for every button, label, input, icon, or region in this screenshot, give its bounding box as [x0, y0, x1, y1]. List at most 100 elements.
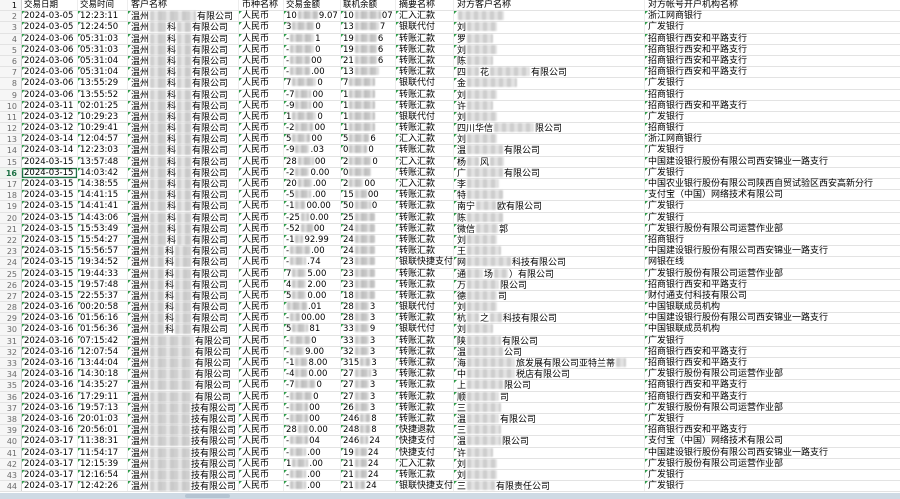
summary-cell[interactable]: 转账汇款	[396, 402, 454, 413]
counterparty-bank-cell[interactable]: 中国建设银行股份有限公司西安锦业一路支行	[645, 156, 900, 167]
customer-name-cell[interactable]: 温州科有限公司	[128, 33, 239, 45]
counterparty-cell[interactable]: 金	[454, 78, 645, 89]
date-cell[interactable]: 2024-03-17	[22, 447, 78, 458]
summary-cell[interactable]: 转账汇款	[396, 335, 454, 346]
customer-name-cell[interactable]: 温州科有限公司	[128, 223, 239, 235]
row-header[interactable]: 31	[0, 335, 22, 346]
date-cell[interactable]: 2024-03-17	[22, 481, 78, 492]
time-cell[interactable]: 00:20:58	[78, 302, 128, 313]
row-header[interactable]: 16	[0, 167, 22, 178]
amount-cell[interactable]: -0	[284, 335, 341, 346]
date-cell[interactable]: 2024-03-16	[22, 324, 78, 335]
row-header[interactable]: 5	[0, 44, 22, 55]
balance-cell[interactable]: 248 8	[341, 425, 396, 436]
customer-name-cell[interactable]: 温州科有限公司	[128, 167, 239, 179]
balance-cell[interactable]: 1	[341, 89, 396, 100]
currency-cell[interactable]: 人民币	[239, 156, 284, 167]
currency-cell[interactable]: 人民币	[239, 302, 284, 313]
currency-cell[interactable]: 人民币	[239, 313, 284, 324]
customer-name-cell[interactable]: 温州科有限公司	[128, 257, 239, 268]
counterparty-bank-cell[interactable]: 广发银行	[645, 201, 900, 211]
counterparty-bank-cell[interactable]: 招商银行西安和平路支行	[645, 55, 900, 66]
currency-cell[interactable]: 人民币	[239, 268, 284, 279]
currency-cell[interactable]: 人民币	[239, 89, 284, 100]
summary-cell[interactable]: 银联代付	[396, 22, 454, 33]
counterparty-bank-cell[interactable]: 浙江网商银行	[645, 11, 900, 21]
header-cell[interactable]: 联机余额	[341, 0, 396, 11]
currency-cell[interactable]: 人民币	[239, 78, 284, 89]
amount-cell[interactable]: 7 5.00	[284, 268, 341, 279]
customer-name-cell[interactable]: 温州科有限公司	[128, 123, 239, 134]
counterparty-cell[interactable]: 刘	[454, 302, 645, 313]
balance-cell[interactable]: 10 07	[341, 11, 396, 22]
row-header[interactable]: 19	[0, 201, 22, 212]
time-cell[interactable]: 14:43:06	[78, 212, 128, 223]
header-cell[interactable]: 交易日期	[22, 0, 78, 11]
counterparty-bank-cell[interactable]: 广发银行	[645, 78, 900, 88]
summary-cell[interactable]: 汇入汇款	[396, 458, 454, 469]
counterparty-bank-cell[interactable]: 广发银行	[645, 212, 900, 223]
date-cell[interactable]: 2024-03-15	[22, 179, 78, 190]
row-header[interactable]: 26	[0, 279, 22, 290]
row-header[interactable]: 41	[0, 447, 22, 458]
amount-cell[interactable]: -1	[284, 33, 341, 44]
time-cell[interactable]: 15:56:57	[78, 246, 128, 257]
balance-cell[interactable]: 315 3	[341, 358, 396, 369]
summary-cell[interactable]: 快捷支付	[396, 436, 454, 447]
currency-cell[interactable]: 人民币	[239, 100, 284, 111]
amount-cell[interactable]: 5 81	[284, 324, 341, 335]
date-cell[interactable]: 2024-03-06	[22, 44, 78, 55]
currency-cell[interactable]: 人民币	[239, 234, 284, 246]
customer-name-cell[interactable]: 温州科有限公司	[128, 100, 239, 112]
customer-name-cell[interactable]: 温州 技有限公司	[128, 481, 239, 492]
amount-cell[interactable]: -25 0.00	[284, 212, 341, 223]
currency-cell[interactable]: 人民币	[239, 212, 284, 223]
currency-cell[interactable]: 人民币	[239, 145, 284, 156]
summary-cell[interactable]: 转账汇款	[396, 268, 454, 279]
amount-cell[interactable]: -7 00	[284, 89, 341, 100]
time-cell[interactable]: 10:29:41	[78, 123, 128, 134]
balance-cell[interactable]: 246 24	[341, 436, 396, 447]
balance-cell[interactable]: 26 3	[341, 402, 396, 413]
customer-name-cell[interactable]: 温州科有限公司	[128, 234, 239, 246]
date-cell[interactable]: 2024-03-15	[22, 190, 78, 201]
row-header[interactable]: 8	[0, 78, 22, 89]
currency-cell[interactable]: 人民币	[239, 111, 284, 123]
row-header[interactable]: 12	[0, 123, 22, 134]
balance-cell[interactable]: 0	[341, 167, 396, 178]
date-cell[interactable]: 2024-03-05	[22, 11, 78, 22]
customer-name-cell[interactable]: 温州 有限公司	[128, 380, 239, 391]
header-cell[interactable]: 对方客户名称	[454, 0, 645, 11]
customer-name-cell[interactable]: 温州 有限公司	[128, 11, 239, 22]
currency-cell[interactable]: 人民币	[239, 190, 284, 201]
counterparty-bank-cell[interactable]: 广发银行股份有限公司运营作业部	[645, 223, 900, 234]
time-cell[interactable]: 14:41:41	[78, 201, 128, 212]
counterparty-cell[interactable]: 刘	[454, 22, 645, 33]
currency-cell[interactable]: 人民币	[239, 167, 284, 178]
counterparty-cell[interactable]: 罗	[454, 33, 645, 45]
amount-cell[interactable]: -1 00.00	[284, 201, 341, 212]
customer-name-cell[interactable]: 温州科有限公司	[128, 290, 239, 302]
counterparty-bank-cell[interactable]: 财付通支付科技有限公司	[645, 290, 900, 301]
row-header[interactable]: 28	[0, 302, 22, 313]
customer-name-cell[interactable]: 温州科有限公司	[128, 313, 239, 324]
counterparty-cell[interactable]: 上限公司	[454, 380, 645, 391]
time-cell[interactable]: 15:53:49	[78, 223, 128, 234]
counterparty-bank-cell[interactable]: 招商银行西安和平路支行	[645, 67, 900, 77]
counterparty-cell[interactable]: 杭之科技有限公司	[454, 313, 645, 324]
currency-cell[interactable]: 人民币	[239, 458, 284, 469]
summary-cell[interactable]: 转账汇款	[396, 413, 454, 425]
amount-cell[interactable]: 4 2.00	[284, 279, 341, 290]
currency-cell[interactable]: 人民币	[239, 257, 284, 268]
currency-cell[interactable]: 人民币	[239, 22, 284, 33]
customer-name-cell[interactable]: 温州科有限公司	[128, 212, 239, 224]
date-cell[interactable]: 2024-03-06	[22, 89, 78, 100]
balance-cell[interactable]: 13	[341, 67, 396, 78]
time-cell[interactable]: 05:31:04	[78, 67, 128, 78]
header-cell[interactable]: 交易时间	[78, 0, 128, 11]
currency-cell[interactable]: 人民币	[239, 246, 284, 257]
date-cell[interactable]: 2024-03-14	[22, 134, 78, 145]
amount-cell[interactable]: 10 9.07	[284, 11, 341, 22]
summary-cell[interactable]: 汇入汇款	[396, 156, 454, 167]
counterparty-bank-cell[interactable]: 招商银行西安和平路支行	[645, 380, 900, 390]
